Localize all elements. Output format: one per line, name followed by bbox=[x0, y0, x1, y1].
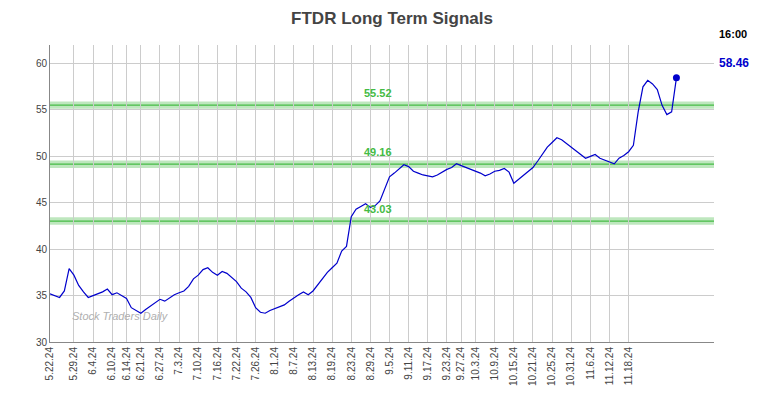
svg-text:8.13.24: 8.13.24 bbox=[307, 347, 318, 381]
svg-text:9.23.24: 9.23.24 bbox=[441, 347, 452, 381]
svg-text:35: 35 bbox=[36, 290, 48, 301]
svg-text:11.12.24: 11.12.24 bbox=[604, 347, 615, 386]
svg-text:45: 45 bbox=[36, 197, 48, 208]
svg-text:9.5.24: 9.5.24 bbox=[384, 347, 395, 375]
svg-text:10.15.24: 10.15.24 bbox=[508, 347, 519, 386]
svg-text:11.18.24: 11.18.24 bbox=[623, 347, 634, 386]
svg-text:49.16: 49.16 bbox=[364, 146, 392, 158]
svg-text:8.7.24: 8.7.24 bbox=[288, 347, 299, 375]
svg-text:10.9.24: 10.9.24 bbox=[489, 347, 500, 381]
svg-text:7.22.24: 7.22.24 bbox=[231, 347, 242, 381]
svg-text:6.10.24: 6.10.24 bbox=[106, 347, 117, 381]
svg-text:30: 30 bbox=[36, 337, 48, 348]
svg-text:9.11.24: 9.11.24 bbox=[403, 347, 414, 380]
svg-text:8.19.24: 8.19.24 bbox=[326, 347, 337, 381]
svg-text:FTDR Long Term Signals: FTDR Long Term Signals bbox=[291, 9, 493, 28]
svg-text:9.17.24: 9.17.24 bbox=[422, 347, 433, 381]
svg-text:8.1.24: 8.1.24 bbox=[269, 347, 280, 375]
svg-text:55: 55 bbox=[36, 104, 48, 115]
svg-text:5.29.24: 5.29.24 bbox=[68, 347, 79, 381]
svg-text:43.03: 43.03 bbox=[364, 203, 392, 215]
svg-text:10.31.24: 10.31.24 bbox=[565, 347, 576, 386]
svg-text:Stock Traders Daily: Stock Traders Daily bbox=[72, 310, 169, 322]
svg-text:8.29.24: 8.29.24 bbox=[365, 347, 376, 381]
svg-text:10.21.24: 10.21.24 bbox=[527, 347, 538, 386]
svg-text:7.26.24: 7.26.24 bbox=[250, 347, 261, 381]
svg-text:10.25.24: 10.25.24 bbox=[546, 347, 557, 386]
svg-text:50: 50 bbox=[36, 151, 48, 162]
svg-text:55.52: 55.52 bbox=[364, 87, 392, 99]
svg-text:7.10.24: 7.10.24 bbox=[192, 347, 203, 381]
svg-text:6.21.24: 6.21.24 bbox=[135, 347, 146, 381]
svg-text:60: 60 bbox=[36, 58, 48, 69]
svg-text:9.27.24: 9.27.24 bbox=[455, 347, 466, 381]
svg-text:7.16.24: 7.16.24 bbox=[212, 347, 223, 381]
svg-text:8.23.24: 8.23.24 bbox=[346, 347, 357, 381]
svg-text:6.27.24: 6.27.24 bbox=[154, 347, 165, 381]
svg-text:7.3.24: 7.3.24 bbox=[173, 347, 184, 375]
svg-text:10.3.24: 10.3.24 bbox=[470, 347, 481, 381]
svg-text:16:00: 16:00 bbox=[719, 28, 747, 40]
svg-text:6.14.24: 6.14.24 bbox=[121, 347, 132, 381]
svg-text:11.6.24: 11.6.24 bbox=[585, 347, 596, 380]
svg-text:5.22.24: 5.22.24 bbox=[44, 347, 55, 381]
svg-text:6.4.24: 6.4.24 bbox=[87, 347, 98, 375]
svg-text:40: 40 bbox=[36, 244, 48, 255]
svg-text:58.46: 58.46 bbox=[719, 56, 749, 70]
